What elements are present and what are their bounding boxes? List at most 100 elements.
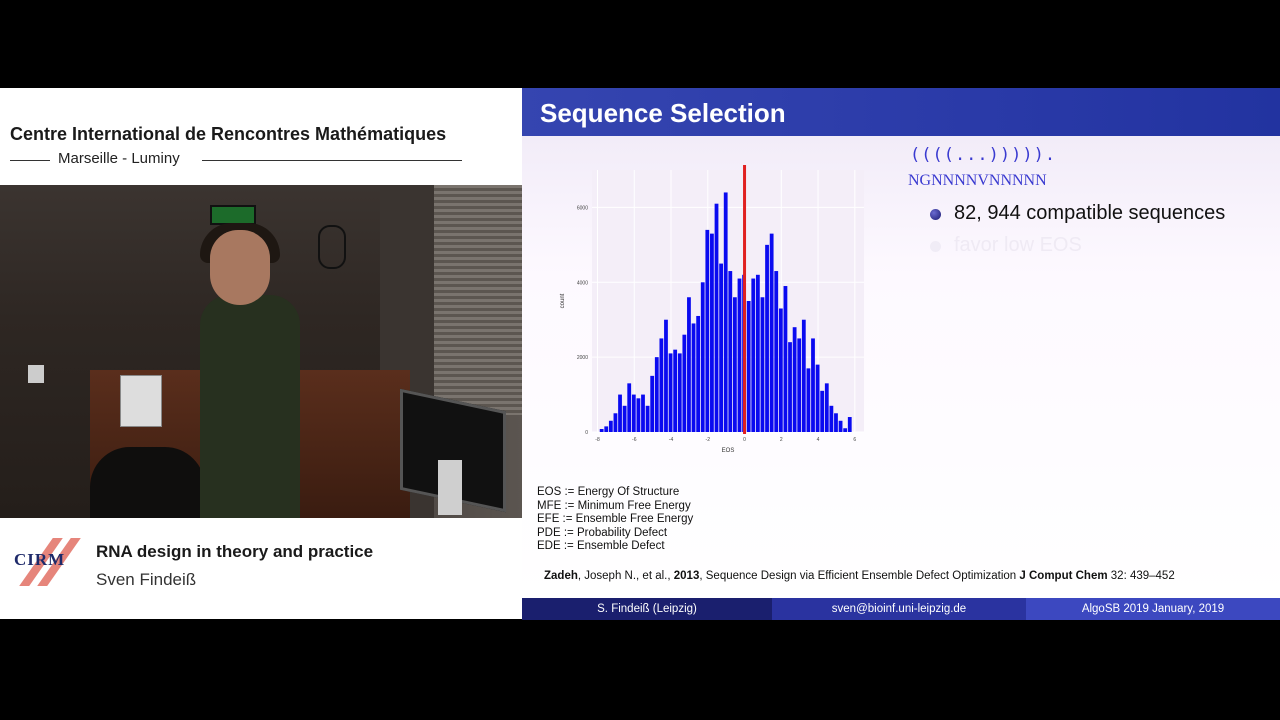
citation-title: , Sequence Design via Efficient Ensemble… bbox=[699, 570, 1020, 582]
histogram-bar bbox=[691, 323, 696, 432]
eos-histogram: 0 2000 4000 6000 -8 -6 -4 -2 0 2 4 6 EOS count bbox=[552, 158, 872, 468]
bullet-text: 82, 944 compatible sequences bbox=[954, 202, 1226, 224]
histogram-bar bbox=[838, 420, 843, 432]
histogram-bar bbox=[815, 364, 820, 432]
footer-event: AlgoSB 2019 January, 2019 bbox=[1026, 598, 1280, 620]
histogram-bar bbox=[687, 297, 691, 432]
bullet-dot-icon bbox=[930, 209, 941, 220]
x-tick-label: -4 bbox=[669, 437, 674, 443]
histogram-bar bbox=[659, 338, 664, 432]
histogram-bar bbox=[705, 229, 710, 432]
histogram-bar bbox=[714, 203, 719, 432]
histogram-bar bbox=[677, 353, 682, 432]
histogram-bar bbox=[710, 233, 714, 432]
histogram-bar bbox=[834, 413, 838, 432]
histogram-bar bbox=[728, 271, 733, 432]
x-axis-label: EOS bbox=[722, 448, 735, 454]
histogram-bar bbox=[783, 286, 788, 432]
histogram-bar bbox=[797, 338, 802, 432]
speaker-video bbox=[0, 185, 522, 518]
histogram-bar bbox=[641, 394, 645, 432]
speaker-name: Sven Findeiß bbox=[96, 570, 197, 589]
x-tick-label: -8 bbox=[595, 437, 600, 443]
histogram-bar bbox=[811, 338, 815, 432]
slide-title: Sequence Selection bbox=[540, 98, 786, 128]
x-tick-label: -6 bbox=[632, 437, 637, 443]
citation-journal: J Comput Chem bbox=[1019, 570, 1108, 582]
histogram-bar bbox=[622, 405, 627, 432]
x-tick-label: -2 bbox=[706, 437, 711, 443]
secondary-structure: ((((...))))). bbox=[910, 145, 1057, 165]
definitions-list: EOS := Energy Of Structure MFE := Minimu… bbox=[537, 486, 693, 554]
y-tick-label: 4000 bbox=[577, 280, 588, 286]
histogram-bar bbox=[599, 429, 604, 432]
definition-item: EOS := Energy Of Structure bbox=[537, 486, 680, 498]
x-tick-label: 6 bbox=[853, 437, 856, 443]
bullet-text: favor low EOS bbox=[954, 234, 1082, 256]
histogram-bar bbox=[631, 394, 636, 432]
backpack bbox=[90, 447, 205, 518]
histogram-bar bbox=[604, 426, 609, 432]
histogram-bar bbox=[618, 394, 622, 432]
y-tick-label: 0 bbox=[585, 430, 588, 436]
histogram-bar bbox=[682, 334, 687, 432]
speaker-head bbox=[210, 230, 270, 305]
x-tick-label: 0 bbox=[743, 437, 746, 443]
histogram-bar bbox=[847, 417, 852, 432]
histogram-bar bbox=[608, 420, 613, 432]
histogram-bar bbox=[650, 375, 655, 432]
divider-left bbox=[10, 160, 50, 161]
bullet-dot-icon bbox=[930, 241, 941, 252]
histogram-bar bbox=[732, 297, 737, 432]
histogram-bar bbox=[664, 319, 668, 432]
histogram-bar bbox=[774, 271, 779, 432]
citation-year: 2013 bbox=[673, 570, 700, 582]
histogram-bar bbox=[829, 405, 834, 432]
histogram-bar bbox=[843, 428, 848, 432]
institution-banner bbox=[0, 88, 522, 185]
institution-location: Marseille - Luminy bbox=[58, 150, 180, 167]
definition-item: EDE := Ensemble Defect bbox=[537, 540, 665, 552]
y-axis-label: count bbox=[560, 293, 566, 308]
slide-header: Sequence Selection bbox=[522, 88, 1280, 136]
histogram-bar bbox=[696, 315, 701, 432]
talk-title: RNA design in theory and practice bbox=[96, 542, 374, 561]
lower-third bbox=[0, 518, 522, 619]
citation-author: Zadeh bbox=[544, 570, 578, 582]
histogram-bar bbox=[627, 383, 632, 432]
histogram-bar bbox=[746, 301, 751, 432]
x-tick-label: 4 bbox=[817, 437, 820, 443]
histogram-bar bbox=[755, 274, 760, 432]
institution-name: Centre International de Rencontres Mathé… bbox=[10, 124, 447, 144]
histogram-bar bbox=[801, 319, 806, 432]
citation-volume: 32: 439–452 bbox=[1107, 570, 1175, 582]
y-tick-label: 6000 bbox=[577, 205, 588, 211]
histogram-bar bbox=[760, 297, 765, 432]
histogram-bar bbox=[719, 263, 724, 432]
citation-authors: , Joseph N., et al., bbox=[577, 570, 674, 582]
histogram-bar bbox=[792, 327, 797, 432]
y-tick-label: 2000 bbox=[577, 355, 588, 361]
definition-item: PDE := Probability Defect bbox=[537, 526, 668, 539]
histogram-bar bbox=[824, 383, 829, 432]
laptop bbox=[438, 460, 462, 515]
histogram-bar bbox=[645, 405, 650, 432]
wall-outlet bbox=[120, 375, 162, 427]
sequence-constraint: NGNNNNVNNNNN bbox=[908, 172, 1047, 189]
histogram-bar bbox=[765, 244, 769, 432]
histogram-bar bbox=[820, 390, 825, 432]
histogram-bar bbox=[700, 282, 705, 432]
window-blinds bbox=[434, 185, 522, 415]
histogram-bar bbox=[778, 308, 783, 432]
presentation-slide: Sequence Selection 0 2000 4000 6000 -8 -6 -4 -2… bbox=[522, 88, 1280, 620]
histogram-bar bbox=[673, 349, 678, 432]
definition-item: EFE := Ensemble Free Energy bbox=[537, 513, 694, 525]
footer-email: sven@bioinf.uni-leipzig.de bbox=[772, 598, 1026, 620]
citation: Zadeh, Joseph N., et al., 2013, Sequence… bbox=[544, 570, 1175, 582]
histogram-bar bbox=[613, 413, 618, 432]
histogram-svg: 0 2000 4000 6000 -8 -6 -4 -2 0 2 4 6 EOS count bbox=[560, 165, 864, 454]
histogram-bar bbox=[723, 192, 728, 432]
speaker-body bbox=[200, 295, 300, 518]
logo-text: CIRM bbox=[14, 550, 66, 569]
x-tick-label: 2 bbox=[780, 437, 783, 443]
